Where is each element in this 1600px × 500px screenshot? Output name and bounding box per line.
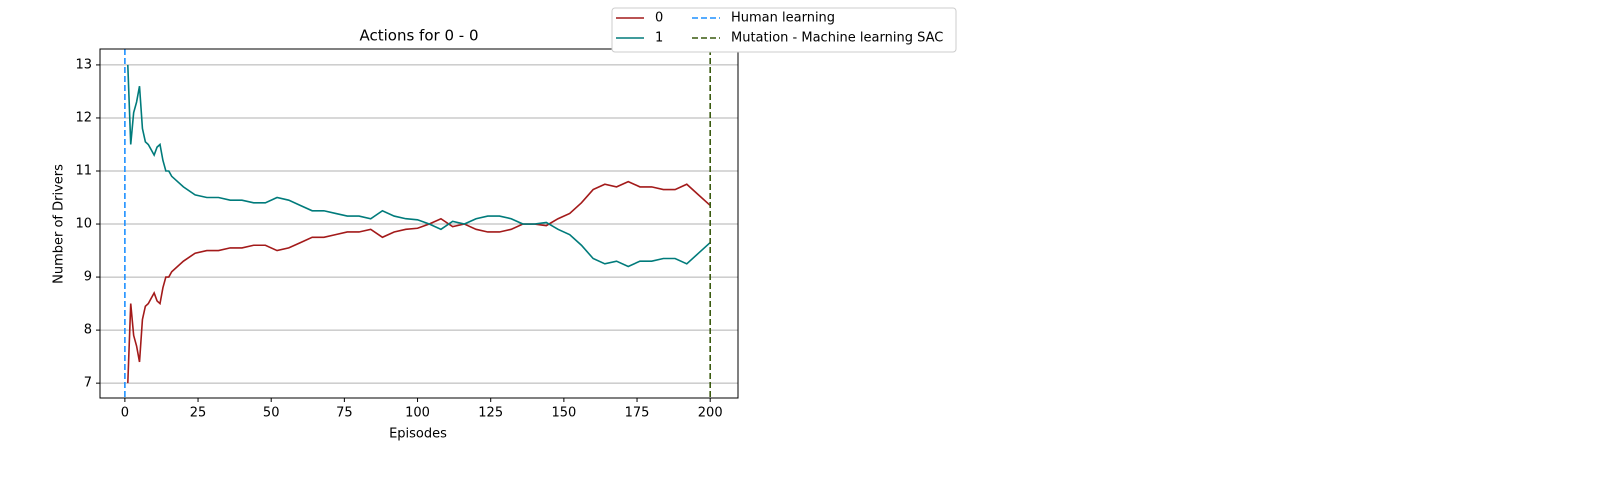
y-tick-label: 8 bbox=[84, 323, 92, 338]
y-tick-label: 13 bbox=[75, 57, 92, 72]
y-tick-label: 9 bbox=[84, 270, 92, 285]
y-tick-label: 12 bbox=[75, 110, 92, 125]
y-tick-label: 10 bbox=[75, 217, 92, 232]
series-line bbox=[127, 180, 711, 384]
x-tick-label: 50 bbox=[263, 406, 280, 421]
legend-label: 0 bbox=[655, 11, 663, 26]
legend-label: Mutation - Machine learning SAC bbox=[731, 31, 943, 46]
x-tick-label: 125 bbox=[478, 406, 503, 421]
chart-title: Actions for 0 - 0 bbox=[360, 27, 479, 45]
legend-box bbox=[611, 7, 957, 53]
legend-label: 1 bbox=[655, 31, 663, 46]
x-tick-label: 200 bbox=[698, 406, 723, 421]
x-tick-label: 25 bbox=[190, 406, 207, 421]
y-tick-label: 11 bbox=[75, 163, 92, 178]
y-axis-label: Number of Drivers bbox=[52, 164, 67, 284]
x-tick-label: 100 bbox=[405, 406, 430, 421]
plot-frame bbox=[99, 48, 739, 399]
series-line bbox=[127, 64, 711, 268]
x-tick-label: 150 bbox=[551, 406, 576, 421]
legend-label: Human learning bbox=[731, 11, 835, 26]
y-tick-label: 7 bbox=[84, 376, 92, 391]
x-tick-label: 0 bbox=[121, 406, 129, 421]
x-tick-label: 175 bbox=[625, 406, 650, 421]
x-tick-label: 75 bbox=[336, 406, 353, 421]
x-axis-label: Episodes bbox=[389, 427, 447, 442]
